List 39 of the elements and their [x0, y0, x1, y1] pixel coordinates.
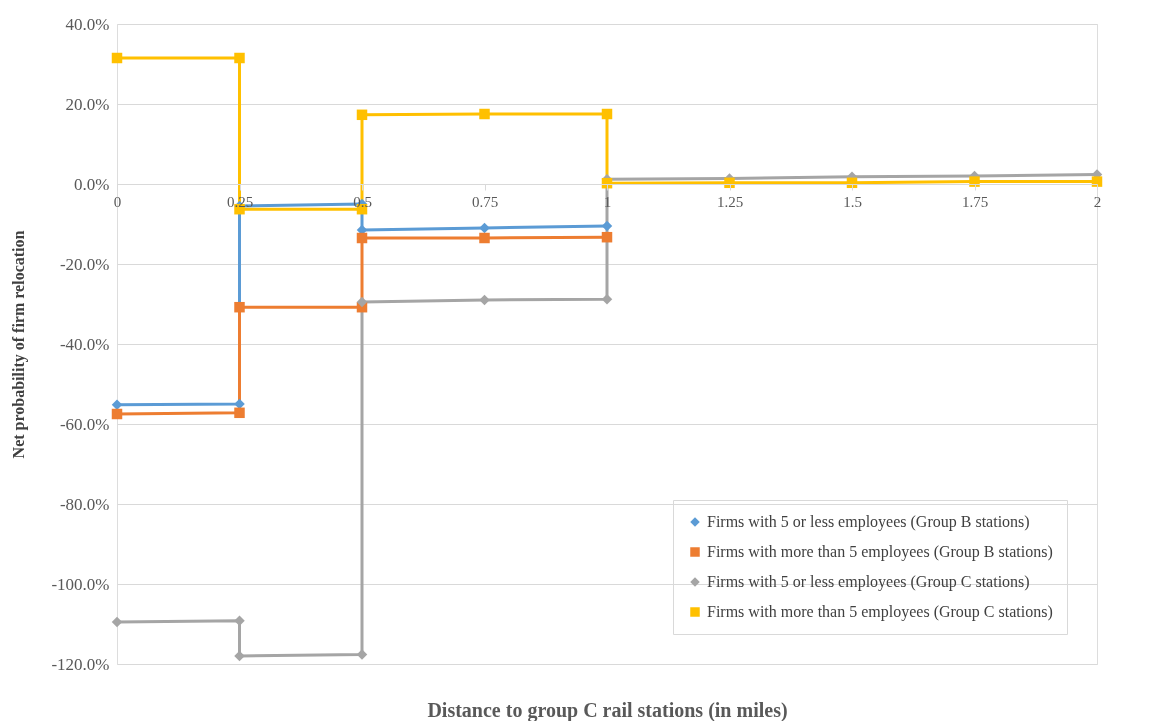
- point: [969, 176, 980, 187]
- y-tick-label: 0.0%: [74, 174, 110, 194]
- point: [356, 296, 368, 308]
- x-tick-label: 1.5: [843, 193, 862, 210]
- point: [479, 294, 490, 306]
- point: [479, 222, 490, 234]
- x-tick-label: 1: [603, 193, 612, 210]
- y-tick-label: -20.0%: [59, 254, 110, 274]
- y-tick-label: -40.0%: [59, 334, 110, 354]
- x-tick-label: 0.75: [471, 193, 499, 210]
- point: [601, 108, 613, 120]
- legend-label: Firms with 5 or less employees (Group B stations): [707, 513, 1030, 531]
- point: [356, 232, 368, 244]
- point: [356, 109, 368, 121]
- y-tick-label: -80.0%: [59, 494, 110, 514]
- y-axis-title: Net probability of firm relocation: [10, 230, 29, 459]
- legend-label: Firms with more than 5 employees (Group C stations): [707, 603, 1053, 621]
- point: [601, 231, 613, 243]
- y-tick-label: -60.0%: [59, 414, 110, 434]
- y-tick-label: 40.0%: [65, 14, 110, 34]
- point: [1091, 176, 1103, 187]
- point: [111, 408, 123, 420]
- y-tick-label: -120.0%: [51, 654, 110, 674]
- point: [234, 301, 245, 313]
- legend-label: Firms with more than 5 employees (Group B stations): [707, 543, 1053, 561]
- legend-label: Firms with 5 or less employees (Group C stations): [707, 573, 1030, 591]
- x-tick-label: 2: [1093, 193, 1102, 210]
- point: [234, 407, 245, 419]
- x-tick-label: 0: [113, 193, 122, 210]
- x-tick-label: 1.25: [716, 193, 744, 210]
- point: [479, 232, 490, 244]
- y-tick-label: -100.0%: [51, 574, 110, 594]
- point: [111, 52, 123, 64]
- point: [479, 108, 490, 120]
- x-tick-label: 1.75: [961, 193, 989, 210]
- point: [234, 52, 245, 64]
- point: [356, 649, 368, 660]
- y-tick-label: 20.0%: [65, 94, 110, 114]
- x-axis-title: Distance to group C rail stations (in miles): [427, 698, 788, 721]
